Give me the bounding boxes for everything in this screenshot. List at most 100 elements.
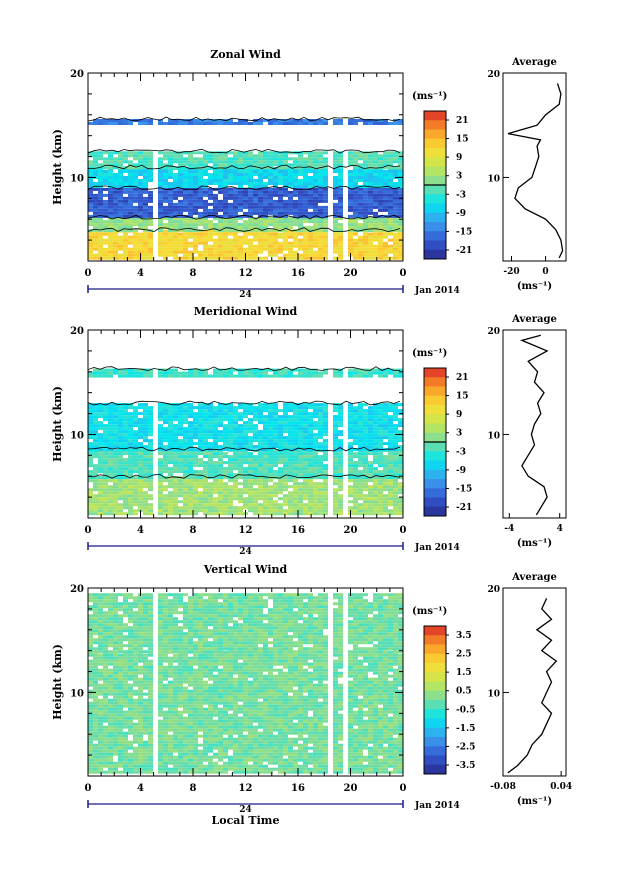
heatmap-cell (128, 509, 133, 513)
heatmap-cell (383, 374, 388, 378)
heatmap-cell (238, 458, 243, 462)
heatmap-cell (368, 157, 373, 161)
heatmap-cell (288, 256, 293, 260)
heatmap-cell (368, 506, 373, 510)
heatmap-cell (233, 244, 238, 248)
heatmap-cell (203, 182, 208, 185)
heatmap-cell (233, 238, 238, 242)
heatmap-cell (193, 497, 198, 501)
profile-y-tick-label: 10 (487, 174, 500, 184)
heatmap-cell (368, 247, 373, 251)
heatmap-cell (383, 476, 388, 480)
heatmap-cell (163, 497, 168, 501)
heatmap-cell (273, 442, 278, 446)
heatmap-cell (223, 241, 228, 245)
heatmap-cell (298, 500, 303, 504)
heatmap-cell (103, 256, 108, 260)
heatmap-cell (303, 439, 308, 443)
heatmap-cell (318, 509, 323, 513)
heatmap-cell (128, 235, 133, 239)
heatmap-cell (398, 485, 403, 489)
heatmap-cell (323, 241, 328, 245)
heatmap-cell (268, 202, 273, 206)
heatmap-cell (178, 506, 183, 510)
heatmap-cell (238, 196, 243, 200)
heatmap-cell (183, 427, 188, 431)
heatmap-cell (248, 418, 253, 422)
heatmap-cell (263, 247, 268, 251)
heatmap-cell (278, 448, 283, 452)
heatmap-cell (278, 461, 283, 465)
heatmap-cell (353, 473, 358, 477)
heatmap-cell (298, 374, 303, 378)
heatmap-cell (138, 458, 143, 462)
heatmap-cell (163, 170, 168, 173)
heatmap-cell (368, 421, 373, 425)
heatmap-cell (293, 253, 298, 257)
heatmap-cell (203, 170, 208, 173)
heatmap-cell (138, 491, 143, 495)
heatmap-cell (143, 418, 148, 422)
heatmap-cell (318, 512, 323, 516)
heatmap-cell (148, 235, 153, 239)
heatmap-cell (218, 187, 223, 191)
heatmap-cell (353, 166, 358, 170)
heatmap-cell (193, 488, 198, 492)
heatmap-cell (298, 445, 303, 449)
heatmap-cell (218, 205, 223, 209)
heatmap-cell (183, 157, 188, 161)
heatmap-cell (348, 500, 353, 504)
heatmap-cell (363, 500, 368, 504)
heatmap-cell (288, 368, 293, 372)
heatmap-cell (118, 491, 123, 495)
heatmap-cell (218, 250, 223, 254)
heatmap-cell (183, 247, 188, 251)
heatmap-cell (198, 412, 203, 416)
heatmap-cell (178, 250, 183, 254)
heatmap-cell (268, 653, 273, 657)
heatmap-cell (178, 193, 183, 197)
heatmap-cell (393, 427, 398, 431)
heatmap-cell (243, 461, 248, 465)
heatmap-cell (168, 448, 173, 452)
heatmap-cell (253, 232, 258, 236)
heatmap-cell (258, 512, 263, 516)
heatmap-cell (393, 445, 398, 449)
heatmap-cell (368, 467, 373, 471)
heatmap-cell (263, 653, 268, 657)
heatmap-cell (118, 185, 123, 188)
heatmap-cell (128, 202, 133, 206)
heatmap-cell (223, 163, 228, 167)
heatmap-cell (228, 214, 233, 218)
heatmap-cell (318, 179, 323, 182)
colorbar-segment (424, 185, 446, 195)
heatmap-cell (258, 479, 263, 483)
heatmap-cell (208, 427, 213, 431)
heatmap-cell (268, 503, 273, 507)
heatmap-cell (383, 190, 388, 194)
heatmap-cell (308, 418, 313, 422)
heatmap-cell (318, 485, 323, 489)
heatmap-cell (293, 170, 298, 173)
heatmap-cell (173, 179, 178, 182)
heatmap-cell (293, 160, 298, 164)
heatmap-cell (93, 409, 98, 413)
heatmap-cell (138, 500, 143, 504)
heatmap-cell (218, 256, 223, 260)
heatmap-cell (253, 122, 258, 125)
heatmap-cell (138, 482, 143, 486)
heatmap-cell (193, 250, 198, 254)
heatmap-cell (158, 467, 163, 471)
heatmap-cell (283, 497, 288, 501)
colorbar-segment (424, 497, 446, 508)
heatmap-cell (368, 179, 373, 182)
heatmap-cell (363, 179, 368, 182)
heatmap-cell (163, 196, 168, 200)
heatmap-cell (253, 202, 258, 206)
heatmap-cell (273, 122, 278, 125)
heatmap-cell (148, 467, 153, 471)
heatmap-cell (388, 424, 393, 428)
heatmap-cell (193, 226, 198, 230)
colorbar-segment (424, 249, 446, 260)
heatmap-cell (358, 509, 363, 513)
